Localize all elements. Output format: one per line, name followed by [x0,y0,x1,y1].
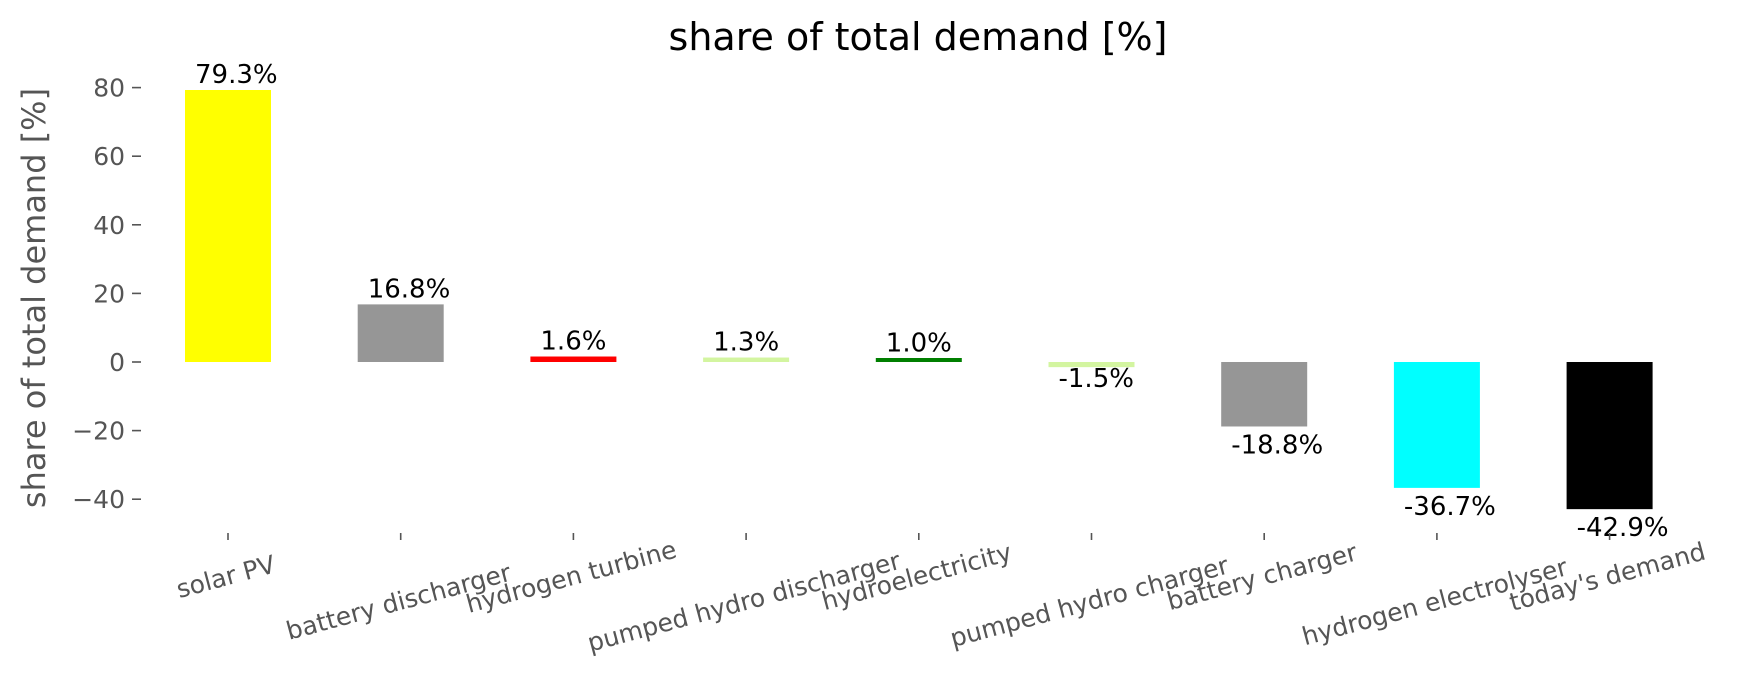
bar [1221,362,1308,427]
bar [1048,362,1135,368]
y-tick-label: 80 [93,74,125,103]
y-axis: 80 60 40 20 0 −20 −40 [72,74,141,514]
bar [185,90,271,362]
data-label: -42.9% [1577,513,1669,543]
bar [875,358,962,362]
y-tick-label: 40 [93,211,125,240]
y-tick-label: 0 [109,348,125,377]
data-label: -18.8% [1231,430,1323,460]
data-label: -36.7% [1404,492,1496,522]
y-tick-label: −40 [72,485,125,514]
x-category-label: solar PV [173,550,278,604]
bar [1393,362,1480,488]
bar [530,356,617,362]
bar [1566,362,1653,510]
y-tick-label: 20 [93,279,125,308]
data-label: 16.8% [368,274,451,304]
data-label: 1.6% [540,327,606,357]
y-tick-label: −20 [72,417,125,446]
bar [357,304,444,362]
data-label: 1.3% [713,328,779,358]
bars-group [185,90,1653,510]
chart-title: share of total demand [%] [669,15,1168,59]
y-axis-label: share of total demand [%] [15,88,53,508]
data-label: 79.3% [195,60,278,90]
data-label: -1.5% [1059,364,1134,394]
data-label: 1.0% [886,329,952,359]
data-labels-group: 79.3% 16.8% 1.6% 1.3% 1.0% -1.5% -18.8% -36.7% -… [195,60,1669,543]
y-tick-label: 60 [93,142,125,171]
bar [703,357,790,362]
